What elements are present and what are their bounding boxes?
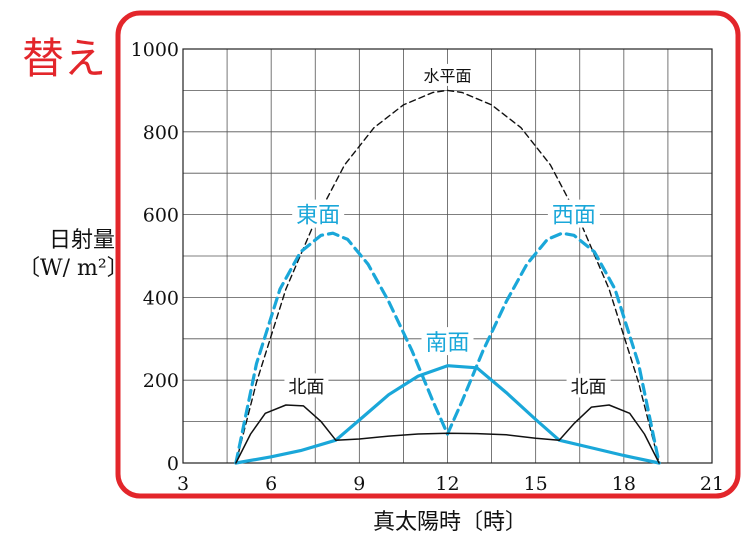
x-tick-label: 18 xyxy=(612,473,636,495)
series-lines xyxy=(234,89,661,465)
plot-border xyxy=(182,48,713,464)
series-label: 北面 xyxy=(571,377,607,398)
y-tick-label: 1000 xyxy=(131,39,179,61)
series-label: 南面 xyxy=(425,331,469,356)
series-line-0 xyxy=(235,89,660,464)
y-axis-label-line2: 〔W/ m²〕 xyxy=(18,255,129,281)
series-label: 西面 xyxy=(552,204,596,229)
y-axis-label: 日射量 〔W/ m²〕 xyxy=(18,227,129,282)
x-tick-label: 6 xyxy=(265,473,277,495)
annotation-background xyxy=(566,373,611,398)
y-tick-label: 400 xyxy=(143,287,179,309)
series-label: 東面 xyxy=(296,204,340,229)
highlight-frame-rect xyxy=(115,10,741,499)
annotation-background xyxy=(292,199,345,228)
cropped-heading-text: 替え xyxy=(22,34,107,83)
x-tick-label: 12 xyxy=(435,473,459,495)
annotation-background xyxy=(547,199,600,228)
grid xyxy=(182,48,713,464)
annotation-background xyxy=(284,373,329,398)
series-label: 北面 xyxy=(288,377,324,398)
series-line-4 xyxy=(235,404,660,464)
y-tick-label: 800 xyxy=(143,122,179,144)
annotation-background xyxy=(421,327,474,356)
y-tick-label: 600 xyxy=(143,205,179,227)
x-tick-label: 21 xyxy=(700,473,724,495)
y-tick-label: 200 xyxy=(143,370,179,392)
tick-labels: 3 6 9 12 15 18 21 0 200 400 600 800 1000 xyxy=(131,39,724,495)
y-tick-label: 0 xyxy=(167,453,179,475)
series-line-1 xyxy=(234,231,450,465)
x-tick-label: 15 xyxy=(524,473,548,495)
annotation-background xyxy=(419,63,476,86)
series-line-2 xyxy=(445,231,661,465)
highlight-frame xyxy=(115,10,741,499)
series-label: 水平面 xyxy=(423,67,471,86)
x-axis-label: 真太陽時〔時〕 xyxy=(372,510,527,535)
x-tick-label: 9 xyxy=(353,473,365,495)
y-axis-label-line1: 日射量 xyxy=(48,228,115,253)
series-line-3 xyxy=(234,364,661,465)
x-tick-label: 3 xyxy=(177,473,189,495)
